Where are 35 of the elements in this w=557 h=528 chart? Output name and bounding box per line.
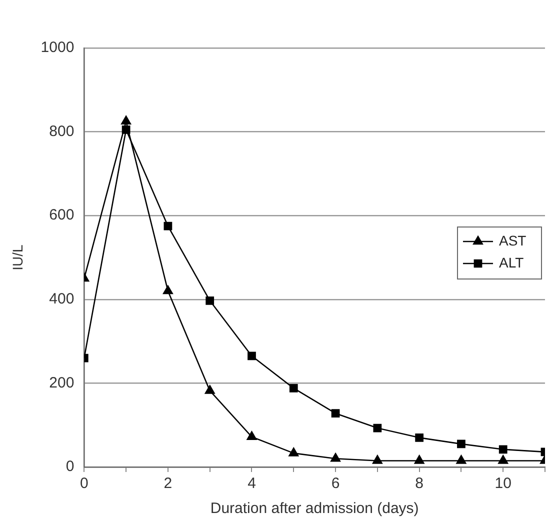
x-tick-label: 6	[331, 475, 340, 492]
y-tick-label: 200	[49, 374, 74, 392]
point	[206, 296, 214, 305]
point	[162, 285, 173, 294]
point	[456, 455, 466, 464]
point	[248, 352, 256, 360]
point	[331, 409, 340, 418]
point	[246, 431, 257, 440]
y-tick-label: 600	[49, 206, 74, 224]
x-tick-label: 0	[80, 475, 88, 492]
point	[457, 440, 466, 448]
point	[498, 445, 508, 454]
point	[414, 455, 424, 464]
legend-label: AST	[499, 232, 527, 248]
x-axis-title: Duration after admission (days)	[210, 500, 419, 518]
y-tick-label: 0	[66, 458, 74, 476]
point	[288, 448, 299, 456]
point	[498, 455, 508, 464]
y-axis-title: IU/L	[9, 244, 26, 270]
point	[373, 424, 382, 432]
y-tick-label: 800	[49, 122, 74, 140]
y-tick-label: 400	[49, 290, 74, 308]
x-tick-label: 4	[248, 475, 256, 492]
legend-label: ALT	[499, 254, 524, 270]
point	[121, 116, 132, 124]
point	[204, 385, 215, 394]
x-tick-label: 10	[494, 475, 512, 492]
point	[289, 384, 298, 392]
y-tick-label: 1000	[40, 39, 74, 56]
x-tick-label: 2	[164, 475, 172, 492]
point	[164, 222, 172, 230]
point	[372, 455, 382, 464]
x-tick-label: 8	[415, 475, 424, 492]
point	[415, 433, 424, 442]
point	[330, 452, 341, 462]
